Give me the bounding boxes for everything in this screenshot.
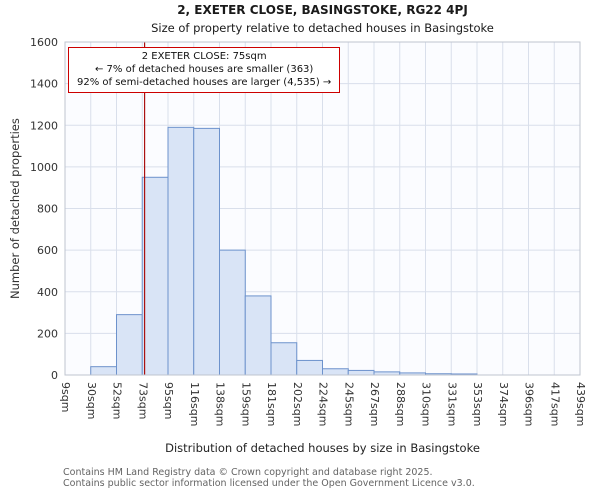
- histogram-bar: [322, 368, 349, 376]
- x-tick-label: 224sqm: [317, 382, 330, 426]
- x-axis-label: Distribution of detached houses by size …: [165, 441, 480, 455]
- histogram-bar: [116, 314, 143, 376]
- annotation-larger-line: 92% of semi-detached houses are larger (…: [77, 77, 332, 88]
- annotation-box: 2 EXETER CLOSE: 75sqm ← 7% of detached h…: [68, 47, 341, 93]
- x-tick-label: 439sqm: [574, 382, 587, 426]
- histogram-bar: [141, 176, 169, 376]
- x-tick-label: 288sqm: [394, 382, 407, 426]
- histogram-bar: [193, 127, 220, 376]
- x-tick-label: 9sqm: [59, 382, 72, 412]
- plot-border: [64, 41, 581, 376]
- histogram-bar: [90, 366, 117, 376]
- y-tick-label: 1600: [30, 36, 58, 49]
- x-tick-label: 95sqm: [162, 382, 175, 419]
- x-tick-label: 202sqm: [291, 382, 304, 426]
- x-tick-label: 310sqm: [420, 382, 433, 426]
- x-tick-label: 159sqm: [239, 382, 252, 426]
- footer-copyright-line: Contains HM Land Registry data © Crown c…: [63, 467, 433, 478]
- footer-licence-line: Contains public sector information licen…: [63, 478, 475, 490]
- y-tick-label: 1200: [30, 119, 58, 132]
- histogram-bar: [347, 369, 375, 376]
- page-title: 2, EXETER CLOSE, BASINGSTOKE, RG22 4PJ: [177, 3, 468, 17]
- y-tick-label: 600: [37, 244, 58, 257]
- y-tick-label: 1000: [30, 161, 58, 174]
- x-tick-label: 116sqm: [188, 382, 201, 426]
- page-subtitle: Size of property relative to detached ho…: [151, 21, 494, 35]
- y-tick-label: 400: [37, 286, 58, 299]
- y-tick-label: 1400: [30, 78, 58, 91]
- x-tick-label: 353sqm: [471, 382, 484, 426]
- annotation-smaller-line: ← 7% of detached houses are smaller (363…: [94, 64, 314, 75]
- annotation-property-line: 2 EXETER CLOSE: 75sqm: [141, 51, 267, 62]
- histogram-bar: [167, 126, 195, 376]
- x-tick-label: 396sqm: [523, 382, 536, 426]
- y-tick-label: 200: [37, 327, 58, 340]
- x-tick-label: 181sqm: [265, 382, 278, 426]
- x-tick-label: 245sqm: [342, 382, 355, 426]
- histogram-bar: [219, 249, 246, 376]
- x-tick-label: 331sqm: [445, 382, 458, 426]
- footer: Contains HM Land Registry data © Crown c…: [63, 467, 475, 490]
- x-tick-label: 374sqm: [497, 382, 510, 426]
- y-tick-label: 0: [51, 369, 58, 382]
- histogram-bar: [270, 342, 298, 376]
- x-tick-label: 52sqm: [111, 382, 124, 419]
- histogram-bar: [296, 359, 323, 376]
- x-tick-label: 73sqm: [136, 382, 149, 419]
- x-tick-label: 30sqm: [85, 382, 98, 419]
- histogram-bar: [244, 295, 272, 376]
- x-tick-label: 417sqm: [548, 382, 561, 426]
- x-tick-label: 138sqm: [214, 382, 227, 426]
- x-tick-label: 267sqm: [368, 382, 381, 426]
- y-tick-label: 800: [37, 203, 58, 216]
